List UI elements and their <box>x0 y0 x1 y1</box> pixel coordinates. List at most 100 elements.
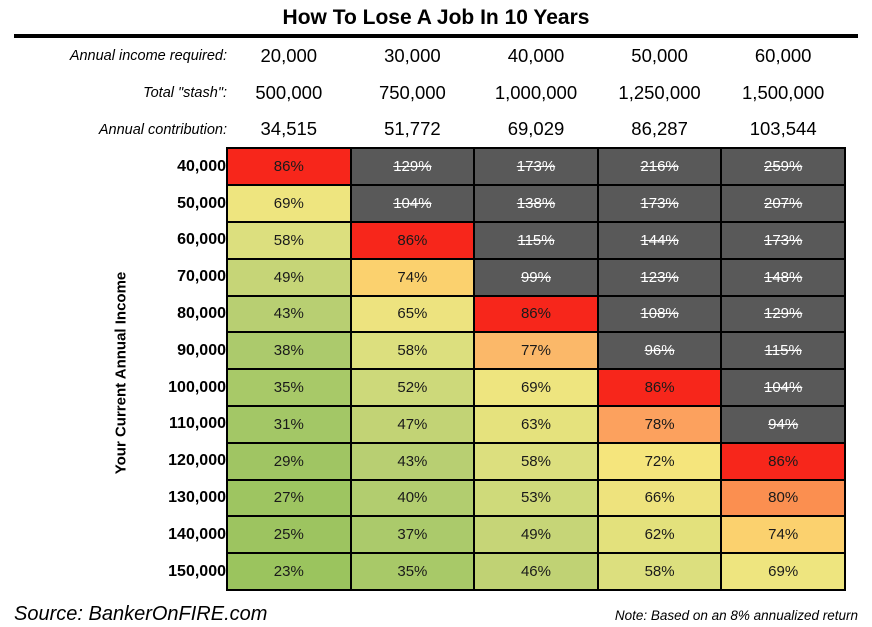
heatmap-cell: 96% <box>596 331 723 371</box>
y-axis-label: Your Current Annual Income <box>112 271 130 475</box>
heatmap-cell: 86% <box>226 147 352 187</box>
table-row: 140,000 25% 37% 49% 62% 74% <box>0 515 846 555</box>
header-value: 34,515 <box>260 118 318 140</box>
table-row: 110,000 31% 47% 63% 78% 94% <box>0 404 846 444</box>
note-text: Note: Based on an 8% annualized return <box>614 608 858 623</box>
row-label: 60,000 <box>177 231 226 249</box>
heatmap-cell: 115% <box>720 331 846 371</box>
heatmap-cell: 99% <box>473 257 599 297</box>
chart-footer: Source: BankerOnFIRE.com Note: Based on … <box>0 603 872 626</box>
heatmap-cell: 115% <box>473 220 599 260</box>
heatmap-cell: 58% <box>596 552 723 591</box>
header-value: 86,287 <box>631 118 688 140</box>
table-row: 120,000 29% 43% 58% 72% 86% <box>0 441 846 481</box>
heatmap-cell: 38% <box>226 331 352 371</box>
heatmap-cell: 129% <box>349 147 476 187</box>
heatmap-cell: 86% <box>596 368 723 407</box>
header-value: 69,029 <box>507 118 565 140</box>
heatmap-cell: 148% <box>720 257 846 297</box>
heatmap-cell: 65% <box>349 294 476 334</box>
header-value: 500,000 <box>255 82 323 104</box>
heatmap-cell: 129% <box>720 294 846 334</box>
heatmap-cell: 58% <box>473 441 599 481</box>
header-row-1: Total "stash": 500,000 750,000 1,000,000 1,2… <box>0 75 845 112</box>
row-label: 110,000 <box>169 415 226 433</box>
heatmap-cell: 29% <box>226 441 352 481</box>
header-value: 51,772 <box>384 118 441 140</box>
header-row-2: Annual contribution: 34,515 51,772 69,029 86… <box>0 112 845 149</box>
heatmap-cell: 123% <box>596 257 723 297</box>
row-label: 140,000 <box>168 525 226 543</box>
row-label: 80,000 <box>177 304 226 322</box>
row-label: 130,000 <box>168 488 226 506</box>
table-row: 80,000 43% 65% 86% 108% 129% <box>0 294 846 334</box>
heatmap-cell: 138% <box>473 184 599 223</box>
heatmap-cell: 40% <box>349 478 476 518</box>
heatmap-cell: 47% <box>349 404 476 444</box>
heatmap-cell: 74% <box>349 257 476 297</box>
heatmap-cell: 35% <box>226 368 352 407</box>
table-row: 100,000 35% 52% 69% 86% 104% <box>0 368 846 407</box>
table-row: 70,000 49% 74% 99% 123% 148% <box>0 257 846 297</box>
heatmap-cell: 207% <box>720 184 846 223</box>
source-text: Source: BankerOnFIRE.com <box>14 603 268 625</box>
header-value: 40,000 <box>507 45 565 67</box>
heatmap-cell: 46% <box>473 552 599 591</box>
header-row-label: Total "stash": <box>143 85 227 102</box>
header-row-0: Annual income required: 20,000 30,000 40,00… <box>0 38 845 75</box>
heatmap-cell: 69% <box>226 184 352 223</box>
heatmap-cell: 86% <box>473 294 599 334</box>
row-label: 90,000 <box>177 341 226 359</box>
heatmap-cell: 144% <box>596 220 723 260</box>
row-label: 50,000 <box>177 194 226 212</box>
heatmap-cell: 78% <box>596 404 723 444</box>
heatmap-cell: 23% <box>226 552 352 591</box>
header-value: 50,000 <box>631 45 688 67</box>
heatmap-cell: 52% <box>349 368 476 407</box>
header-row-label: Annual contribution: <box>98 121 227 138</box>
heatmap-cell: 104% <box>349 184 476 223</box>
heatmap-cell: 86% <box>349 220 476 260</box>
header-value: 103,544 <box>749 118 817 140</box>
header-value: 20,000 <box>260 45 318 67</box>
heatmap-cell: 49% <box>473 515 599 555</box>
heatmap-cell: 94% <box>720 404 846 444</box>
heatmap-cell: 58% <box>226 220 352 260</box>
header-value: 1,500,000 <box>742 82 825 104</box>
header-value: 1,250,000 <box>618 82 701 104</box>
heatmap-cell: 259% <box>720 147 846 187</box>
heatmap-cell: 37% <box>349 515 476 555</box>
table-row: 90,000 38% 58% 77% 96% 115% <box>0 331 846 371</box>
row-label: 40,000 <box>177 157 226 175</box>
row-label: 70,000 <box>177 268 226 286</box>
heatmap-cell: 69% <box>473 368 599 407</box>
table-row: 50,000 69% 104% 138% 173% 207% <box>0 184 846 223</box>
header-value: 60,000 <box>754 45 812 67</box>
heatmap-cell: 58% <box>349 331 476 371</box>
heatmap-cell: 86% <box>720 441 846 481</box>
chart-title: How To Lose A Job In 10 Years <box>282 6 590 29</box>
heatmap-cell: 49% <box>226 257 352 297</box>
heatmap-cell: 104% <box>720 368 846 407</box>
heatmap-cell: 74% <box>720 515 846 555</box>
heatmap-cell: 43% <box>349 441 476 481</box>
heatmap-cell: 62% <box>596 515 723 555</box>
row-label: 120,000 <box>168 452 226 470</box>
heatmap-table: Annual income required: 20,000 30,000 40,00… <box>0 38 846 591</box>
table-row: 40,000 86% 129% 173% 216% 259% <box>0 147 846 187</box>
header-value: 30,000 <box>384 45 441 67</box>
heatmap-cell: 72% <box>596 441 723 481</box>
heatmap-cell: 31% <box>226 404 352 444</box>
heatmap-cell: 173% <box>473 147 599 187</box>
heatmap-cell: 63% <box>473 404 599 444</box>
heatmap-cell: 69% <box>720 552 846 591</box>
heatmap-cell: 173% <box>720 220 846 260</box>
table-row: 60,000 58% 86% 115% 144% 173% <box>0 220 846 260</box>
heatmap-cell: 43% <box>226 294 352 334</box>
row-label: 100,000 <box>168 378 226 396</box>
heatmap-cell: 53% <box>473 478 599 518</box>
header-value: 750,000 <box>378 82 446 104</box>
heatmap-cell: 66% <box>596 478 723 518</box>
heatmap-cell: 35% <box>349 552 476 591</box>
